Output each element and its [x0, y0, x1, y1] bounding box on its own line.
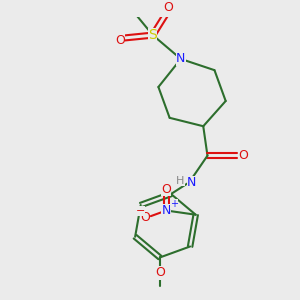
Text: +: +	[170, 199, 178, 209]
Text: O: O	[163, 1, 173, 14]
Text: H: H	[176, 176, 184, 186]
Text: −: −	[136, 206, 145, 216]
Text: O: O	[140, 211, 150, 224]
Text: O: O	[238, 149, 248, 162]
Text: N: N	[176, 52, 185, 65]
Text: S: S	[148, 28, 157, 42]
Text: O: O	[115, 34, 125, 47]
Text: N: N	[187, 176, 196, 189]
Text: N: N	[162, 204, 171, 217]
Text: O: O	[155, 266, 165, 279]
Text: O: O	[161, 183, 171, 196]
